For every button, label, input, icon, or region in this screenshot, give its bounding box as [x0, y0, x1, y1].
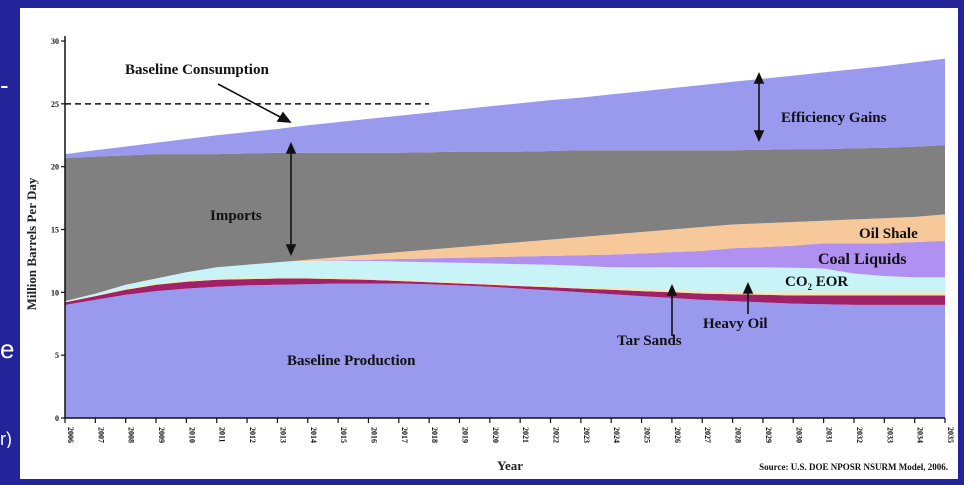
x-tick-label: 2006	[66, 427, 75, 443]
label-co2-eor: CO2 EOR	[785, 274, 848, 292]
label-efficiency-gains: Efficiency Gains	[781, 110, 887, 126]
x-tick-label: 2034	[916, 427, 925, 443]
baseline-consumption-arrow	[217, 83, 283, 119]
y-tick-label: 20	[51, 163, 59, 172]
x-tick-label: 2027	[703, 427, 712, 443]
x-tick-label: 2029	[764, 427, 773, 443]
area-oil-shale	[65, 214, 945, 302]
x-tick-label: 2017	[400, 427, 409, 443]
imports-arrowhead-down	[285, 244, 297, 256]
efficiency-gains-arrowhead-down	[753, 130, 765, 142]
x-tick-label: 2010	[187, 427, 196, 443]
area-co2-eor	[65, 260, 945, 302]
area-coal-liquids	[65, 240, 945, 302]
x-tick-label: 2009	[157, 427, 166, 443]
x-tick-label: 2031	[825, 427, 834, 443]
x-tick-label: 2012	[248, 427, 257, 443]
x-tick-label: 2023	[582, 427, 591, 443]
x-tick-label: 2030	[794, 427, 803, 443]
baseline-consumption-arrowhead	[276, 111, 292, 123]
label-baseline-production: Baseline Production	[287, 353, 416, 369]
x-tick-label: 2015	[339, 427, 348, 443]
co2-main: CO	[785, 274, 808, 290]
y-axis-title: Million Barrels Per Day	[24, 177, 39, 310]
co2-tail: EOR	[812, 274, 848, 290]
x-tick-label: 2008	[127, 427, 136, 443]
x-tick-label: 2032	[855, 427, 864, 443]
x-tick-label: 2024	[612, 427, 621, 443]
chart-panel: 0 5 10 15 20 25 30 2006 2007 2008 2009 2010 2011 2012…	[20, 8, 958, 479]
x-axis-title: Year	[497, 458, 523, 473]
label-imports: Imports	[210, 208, 262, 224]
x-tick-label: 2016	[369, 427, 378, 443]
x-tick-label: 2019	[460, 427, 469, 443]
x-tick-label: 2026	[673, 427, 682, 443]
annotation-arrows	[217, 72, 765, 336]
x-tick-label: 2022	[552, 427, 561, 443]
tar-sands-arrowhead	[666, 284, 678, 296]
y-tick-label: 10	[51, 288, 59, 297]
y-tick-label: 30	[51, 37, 59, 46]
label-oil-shale: Oil Shale	[859, 226, 918, 242]
y-tick-label: 5	[55, 351, 59, 360]
slide-edge-glyph: e	[0, 336, 15, 362]
x-tick-label: 2021	[521, 427, 530, 443]
x-tick-label: 2018	[430, 427, 439, 443]
co2-subscript: 2	[808, 282, 813, 292]
y-tick-label: 15	[51, 226, 59, 235]
imports-arrowhead-up	[285, 142, 297, 154]
slide-edge-glyph: -	[0, 72, 9, 98]
source-note: Source: U.S. DOE NPOSR NSURM Model, 2006…	[759, 462, 948, 472]
area-series-group	[65, 58, 945, 418]
x-tick-label: 2011	[218, 427, 227, 443]
x-tick-label: 2020	[491, 427, 500, 443]
x-tick-label: 2033	[885, 427, 894, 443]
label-baseline-consumption: Baseline Consumption	[125, 62, 269, 78]
x-tick-label: 2025	[643, 427, 652, 443]
efficiency-gains-arrowhead-up	[753, 72, 765, 84]
y-tick-label: 0	[55, 414, 59, 423]
x-tick-label: 2028	[734, 427, 743, 443]
x-tick-label: 2007	[96, 427, 105, 443]
label-coal-liquids: Coal Liquids	[818, 251, 906, 268]
x-tick-label: 2014	[309, 427, 318, 443]
y-tick-label: 25	[51, 100, 59, 109]
label-heavy-oil: Heavy Oil	[703, 316, 768, 332]
x-tick-label: 2013	[278, 427, 287, 443]
area-imports	[65, 145, 945, 302]
x-tick-label: 2035	[946, 427, 955, 443]
area-efficiency-gains	[65, 58, 945, 158]
slide-edge-glyph: r)	[0, 430, 12, 448]
label-tar-sands: Tar Sands	[617, 333, 682, 349]
area-tar-sands	[65, 278, 945, 305]
area-baseline-production	[65, 283, 945, 418]
heavy-oil-arrowhead	[742, 282, 754, 294]
